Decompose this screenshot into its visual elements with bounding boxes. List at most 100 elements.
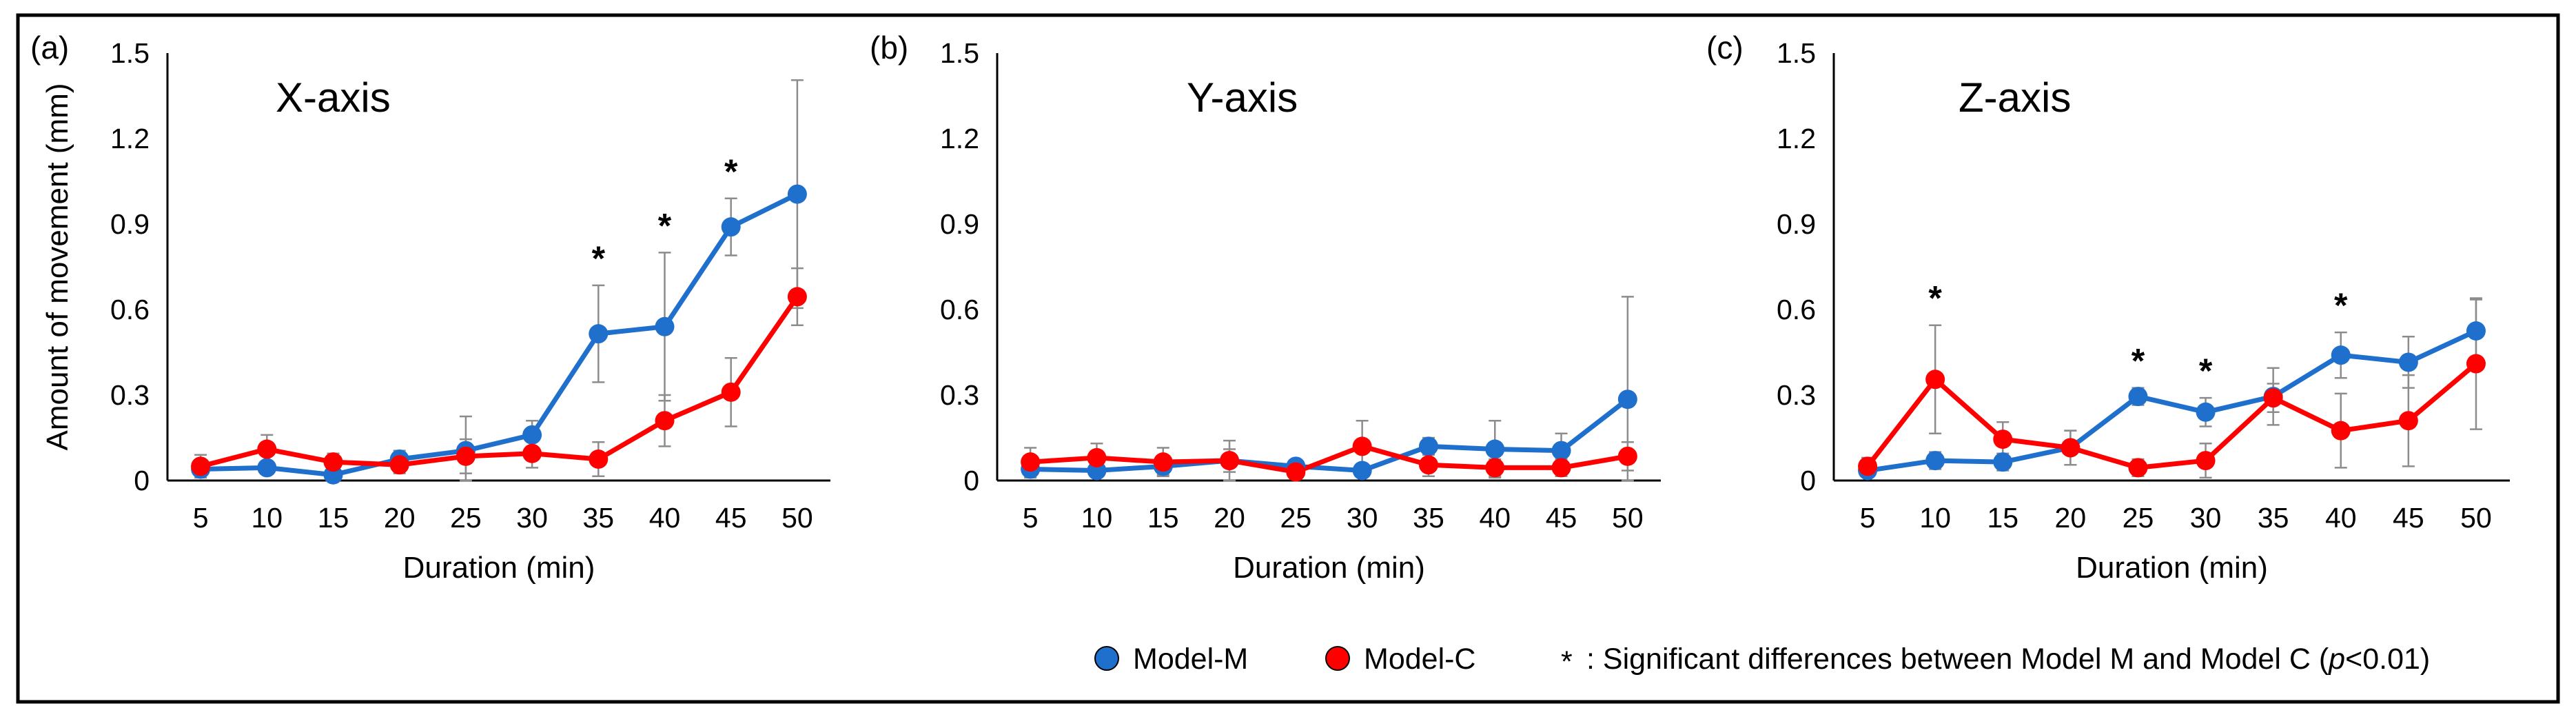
x-tick-label: 45 — [715, 502, 747, 534]
panel-c: 0 0.3 0.6 0.9 1.2 1.5 5 10 15 20 25 30 35 40 45 50 (c) Z-… — [1706, 30, 2510, 585]
legend-significance-note: : Significant differences between Model … — [1586, 643, 2430, 676]
y-tick-label: 1.2 — [1777, 123, 1816, 154]
data-point-model-c — [1352, 436, 1372, 456]
x-tick-label: 10 — [1919, 502, 1951, 534]
x-tick-label: 5 — [193, 502, 209, 534]
data-point-model-c — [2331, 421, 2351, 441]
series-line-model-m — [1867, 328, 2477, 473]
data-point-model-m — [1485, 439, 1505, 459]
legend-marker-model-m — [1094, 646, 1119, 671]
y-tick-label: 0.9 — [110, 208, 150, 240]
x-tick-label: 25 — [450, 502, 482, 534]
data-point-model-c — [456, 446, 476, 466]
data-point-model-m — [589, 324, 609, 344]
x-tick-label: 50 — [2460, 502, 2492, 534]
data-point-model-m — [787, 184, 807, 204]
legend-note-p: p — [2327, 643, 2345, 676]
significance-star: * — [2334, 286, 2348, 325]
x-tick-label: 40 — [2325, 502, 2357, 534]
data-point-model-c — [1286, 462, 1306, 482]
x-tick-label: 25 — [2123, 502, 2154, 534]
x-tick-label: 25 — [1280, 502, 1312, 534]
x-tick-label: 40 — [1479, 502, 1511, 534]
data-point-model-c — [389, 455, 409, 475]
data-point-model-c — [2196, 451, 2216, 471]
data-point-model-c — [2128, 458, 2148, 478]
x-tick-label: 50 — [1612, 502, 1644, 534]
data-point-model-c — [323, 452, 343, 472]
data-point-model-c — [1551, 458, 1571, 478]
series-line-model-c — [1030, 443, 1628, 475]
data-point-model-c — [1925, 370, 1945, 390]
data-point-model-m — [1993, 452, 2013, 472]
x-axis-label: Duration (min) — [1233, 551, 1425, 585]
data-point-model-m — [2196, 402, 2216, 422]
x-tick-label: 40 — [649, 502, 681, 534]
y-tick-label: 0.3 — [940, 379, 979, 411]
data-point-model-c — [2398, 411, 2418, 431]
x-tick-label: 5 — [1023, 502, 1039, 534]
x-axis-label: Duration (min) — [403, 551, 595, 585]
y-tick-label: 0 — [134, 465, 150, 496]
y-tick-label: 0.9 — [940, 208, 979, 240]
panel-a: 0 0.3 0.6 0.9 1.2 1.5 5 10 15 20 25 30 35 40 45 50 (a) X-… — [30, 30, 830, 585]
y-tick-label: 0.6 — [1777, 294, 1816, 325]
data-point-model-c — [721, 382, 741, 402]
y-tick-label: 0.6 — [110, 294, 150, 325]
data-point-model-c — [1021, 452, 1041, 472]
data-point-model-c — [1418, 455, 1438, 475]
x-tick-label: 30 — [1347, 502, 1378, 534]
panel-label: (b) — [870, 30, 908, 65]
data-point-model-c — [1087, 447, 1107, 467]
data-point-model-m — [2398, 352, 2418, 372]
significance-star: * — [2199, 352, 2213, 390]
data-point-model-c — [1153, 452, 1173, 472]
y-tick-label: 0.3 — [110, 379, 150, 411]
y-tick-label: 0.6 — [940, 294, 979, 325]
significance-star: * — [592, 239, 606, 278]
y-tick-label: 1.5 — [110, 37, 150, 69]
legend: Model-M Model-C * : Significant differen… — [1094, 643, 2430, 678]
panel-b: 0 0.3 0.6 0.9 1.2 1.5 5 10 15 20 25 30 35 40 45 50 (b) Y-… — [870, 30, 1661, 585]
data-point-model-c — [257, 439, 277, 459]
data-point-model-m — [721, 217, 741, 237]
significance-star: * — [724, 152, 738, 191]
data-point-model-c — [1220, 451, 1240, 471]
data-point-model-c — [2466, 354, 2486, 374]
data-point-model-m — [2128, 387, 2148, 407]
y-tick-label: 0 — [1800, 465, 1816, 496]
x-tick-label: 15 — [1987, 502, 2018, 534]
series-line-model-m — [201, 192, 799, 478]
x-tick-label: 30 — [516, 502, 548, 534]
panel-label: (a) — [30, 30, 69, 65]
y-tick-label: 0 — [963, 465, 979, 496]
x-tick-label: 20 — [384, 502, 416, 534]
panel-title: X-axis — [276, 74, 391, 121]
panel-label: (c) — [1706, 30, 1744, 65]
y-tick-label: 0.9 — [1777, 208, 1816, 240]
series-line-model-c — [200, 295, 799, 469]
x-tick-label: 15 — [1147, 502, 1179, 534]
panel-title: Y-axis — [1187, 74, 1298, 121]
y-tick-label: 0.3 — [1777, 379, 1816, 411]
significance-star: * — [658, 206, 672, 245]
y-tick-label: 1.2 — [110, 123, 150, 154]
x-tick-label: 45 — [1546, 502, 1577, 534]
data-point-model-m — [1551, 441, 1571, 461]
legend-marker-model-c — [1325, 646, 1350, 671]
data-point-model-c — [787, 287, 807, 307]
data-point-model-m — [1925, 451, 1945, 471]
x-axis-label: Duration (min) — [2076, 551, 2268, 585]
data-point-model-c — [1858, 456, 1878, 476]
legend-label-model-m: Model-M — [1133, 643, 1248, 676]
x-tick-label: 5 — [1860, 502, 1876, 534]
x-tick-label: 10 — [251, 502, 283, 534]
x-tick-label: 35 — [582, 502, 614, 534]
x-tick-label: 20 — [1214, 502, 1245, 534]
data-point-model-m — [257, 458, 277, 478]
x-tick-label: 10 — [1081, 502, 1113, 534]
series-line-model-c — [1865, 361, 2478, 470]
x-tick-label: 30 — [2190, 502, 2222, 534]
figure-border — [16, 13, 2560, 704]
